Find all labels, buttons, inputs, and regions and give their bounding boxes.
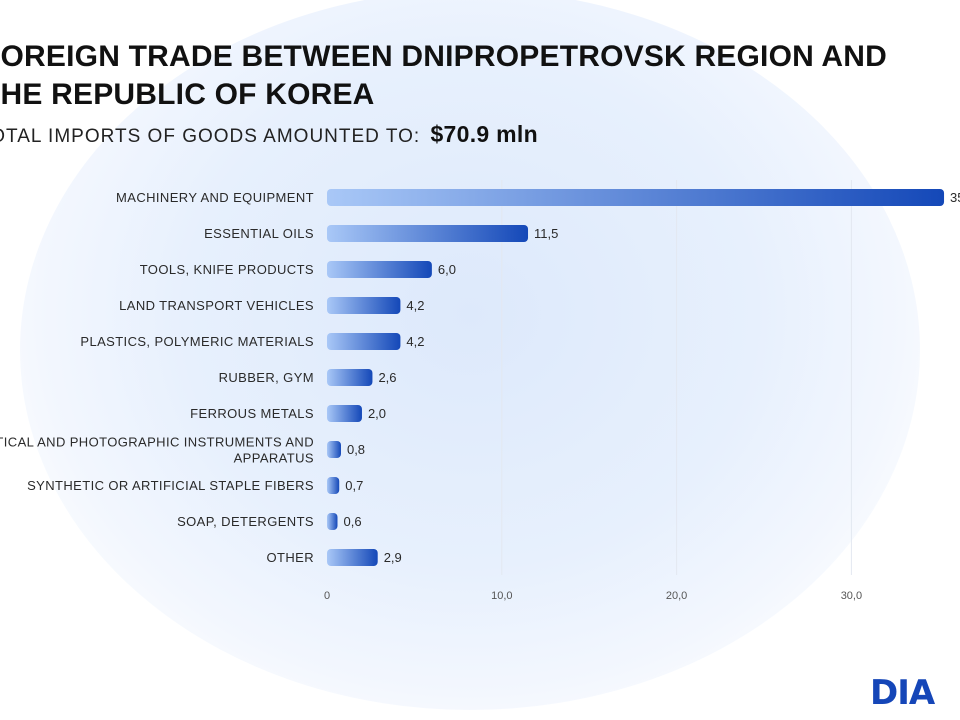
- chart-title: FOREIGN TRADE BETWEEN DNIPROPETROVSK REG…: [0, 40, 888, 111]
- category-label: MACHINERY AND EQUIPMENT: [116, 190, 314, 205]
- value-label: 0,7: [345, 478, 363, 493]
- category-label: LAND TRANSPORT VEHICLES: [119, 298, 314, 313]
- logo-text: DIA: [870, 673, 936, 710]
- value-label: 2,0: [368, 406, 386, 421]
- x-tick-label: 20,0: [666, 590, 687, 602]
- category-label: SOAP, DETERGENTS: [177, 514, 314, 529]
- labels: 0 10,0 20,0 30,0 MACHINERY AND EQUIPMENT 35,3…: [0, 190, 960, 602]
- x-tick-label: 10,0: [491, 590, 512, 602]
- value-label: 2,6: [378, 370, 396, 385]
- bar: [327, 405, 362, 422]
- subtitle-amount: $70.9 mln: [430, 121, 538, 147]
- bar: [327, 333, 401, 350]
- bar: [327, 369, 373, 386]
- value-label: 35,3: [950, 190, 960, 205]
- category-label: OTHER: [267, 550, 315, 565]
- bar: [327, 513, 338, 530]
- bar: [327, 261, 432, 278]
- value-label: 0,8: [347, 442, 365, 457]
- grid-lines: [501, 180, 852, 575]
- bar: [327, 189, 945, 206]
- bar: [327, 225, 529, 242]
- value-label: 6,0: [438, 262, 456, 277]
- value-label: 2,9: [384, 550, 402, 565]
- value-label: 0,6: [343, 514, 361, 529]
- category-label: TOOLS, KNIFE PRODUCTS: [140, 262, 314, 277]
- category-label: PLASTICS, POLYMERIC MATERIALS: [80, 334, 314, 349]
- value-label: 4,2: [406, 334, 424, 349]
- category-label: FERROUS METALS: [190, 406, 314, 421]
- background-glow: [20, 0, 920, 710]
- chart-subtitle: TOTAL IMPORTS OF GOODS AMOUNTED TO: $70.…: [0, 121, 538, 148]
- category-label: SYNTHETIC OR ARTIFICIAL STAPLE FIBERS: [27, 478, 314, 493]
- bars: [327, 189, 945, 566]
- category-label: RUBBER, GYM: [219, 370, 314, 385]
- value-label: 4,2: [406, 298, 424, 313]
- bar: [327, 297, 401, 314]
- bar: [327, 441, 341, 458]
- category-label: OPTICAL AND PHOTOGRAPHIC INSTRUMENTS AND…: [0, 435, 314, 466]
- x-tick-label: 30,0: [841, 590, 862, 602]
- bar: [327, 477, 340, 494]
- subtitle-prefix: TOTAL IMPORTS OF GOODS AMOUNTED TO:: [0, 126, 421, 147]
- dia-logo: DIA: [870, 673, 937, 710]
- value-label: 11,5: [534, 226, 558, 241]
- bar: [327, 549, 378, 566]
- x-tick-label: 0: [324, 590, 330, 602]
- category-label: ESSENTIAL OILS: [204, 226, 314, 241]
